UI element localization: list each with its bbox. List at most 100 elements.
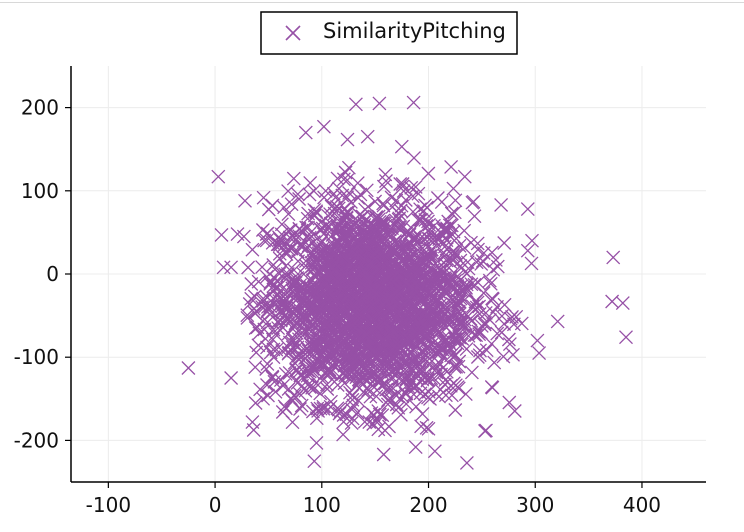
data-point (281, 184, 296, 199)
data-point (302, 320, 317, 335)
data-point (317, 190, 332, 205)
data-point (300, 278, 315, 293)
data-point (316, 241, 331, 256)
data-point (251, 274, 266, 289)
data-point (524, 256, 539, 271)
data-point (479, 343, 494, 358)
data-point (448, 403, 463, 417)
data-point (274, 217, 289, 232)
data-point (255, 260, 270, 275)
data-point (379, 174, 393, 188)
data-point (248, 396, 263, 410)
data-point (361, 339, 376, 354)
data-point (303, 175, 318, 190)
data-point (351, 294, 366, 309)
data-point (317, 302, 332, 317)
data-point (292, 192, 307, 206)
data-point (317, 341, 332, 356)
data-point (278, 401, 293, 416)
data-point (278, 366, 293, 381)
data-point (429, 361, 444, 376)
data-point (497, 297, 512, 312)
data-point (412, 324, 427, 339)
data-point (309, 204, 324, 219)
y-tick-label: -200 (14, 428, 59, 452)
data-point (485, 292, 500, 307)
data-point (332, 310, 347, 325)
data-point (268, 262, 283, 277)
data-point (298, 351, 312, 366)
data-point (487, 355, 502, 370)
data-point (619, 330, 633, 345)
data-point (298, 125, 313, 140)
data-point (428, 358, 443, 372)
data-point (266, 258, 281, 272)
data-point (274, 227, 289, 242)
data-point (289, 232, 304, 247)
data-point (410, 337, 425, 352)
data-point (356, 324, 371, 339)
data-point (285, 340, 300, 355)
data-point (454, 314, 469, 329)
data-point (342, 255, 357, 270)
data-point (260, 378, 274, 392)
data-point (369, 389, 384, 404)
data-point (399, 276, 414, 291)
data-point (272, 232, 287, 247)
data-point (336, 172, 351, 187)
data-point (294, 398, 309, 413)
data-point (469, 328, 484, 343)
data-point (372, 96, 387, 111)
data-point (278, 244, 293, 259)
data-point (343, 279, 358, 294)
data-point (250, 320, 265, 335)
data-point (485, 380, 500, 395)
data-point (320, 382, 335, 396)
data-point (443, 340, 458, 355)
data-point (294, 239, 309, 254)
x-tick-label: 100 (303, 493, 341, 517)
data-point (349, 351, 364, 366)
data-point (320, 288, 335, 303)
data-point (293, 402, 307, 416)
data-point (216, 260, 231, 275)
data-point (354, 265, 368, 280)
data-point (470, 236, 485, 251)
data-point (260, 304, 275, 319)
data-point (330, 274, 345, 289)
data-point (391, 325, 406, 340)
data-point (362, 277, 377, 291)
y-tick-label: 100 (21, 179, 59, 203)
data-point (606, 250, 621, 265)
data-point (289, 349, 304, 364)
data-point (479, 423, 493, 438)
y-axis-ticks: -200 -100 0 100 200 (14, 96, 71, 452)
data-point (295, 378, 310, 393)
y-tick-label: 0 (46, 262, 59, 286)
data-point (471, 275, 486, 290)
data-point (490, 326, 505, 341)
data-point (316, 119, 331, 134)
data-point (214, 227, 229, 242)
data-point (550, 314, 565, 329)
data-point (244, 291, 259, 306)
data-point (312, 263, 327, 278)
data-point (451, 359, 466, 374)
data-point (457, 169, 472, 184)
data-point (349, 378, 364, 393)
legend[interactable]: SimilarityPitching (260, 11, 518, 55)
data-point (281, 382, 296, 396)
data-point (437, 305, 452, 320)
data-point (409, 280, 424, 295)
data-point (488, 252, 503, 267)
data-point (346, 305, 361, 320)
data-point (430, 291, 445, 306)
data-point (339, 271, 354, 286)
data-point (507, 404, 522, 418)
data-point (382, 222, 397, 237)
data-point (290, 187, 305, 202)
data-point (286, 275, 301, 290)
data-point (389, 193, 404, 208)
data-point (315, 221, 330, 236)
data-point (444, 388, 459, 403)
